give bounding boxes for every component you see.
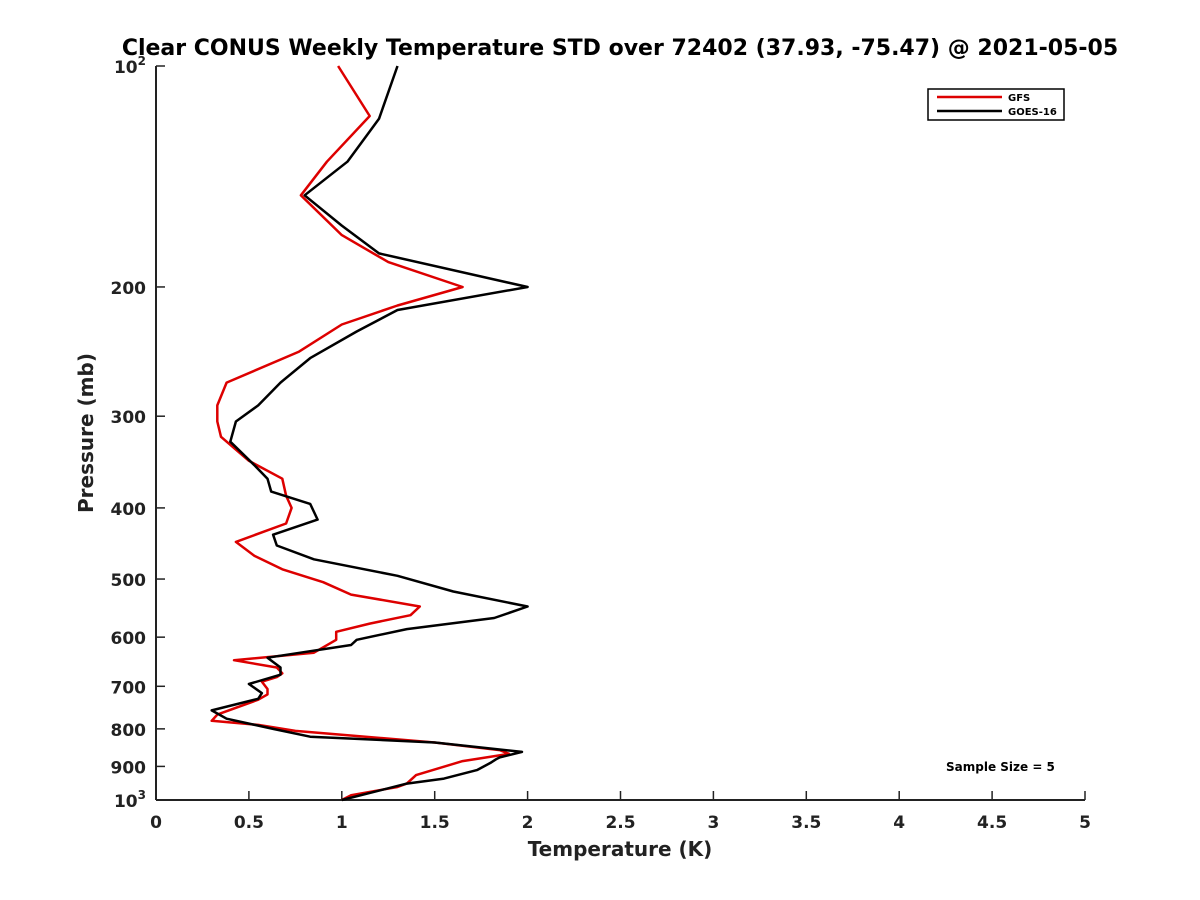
series-line-goes16: [210, 65, 529, 802]
y-tick-label: 200: [111, 279, 147, 299]
y-tick-label: 300: [111, 408, 147, 428]
x-tick-label: 3.5: [791, 813, 821, 833]
plot-area: [155, 66, 1085, 801]
x-tick-label: 4.5: [977, 813, 1007, 833]
y-tick-label: 600: [111, 629, 147, 649]
x-tick-label: 1.5: [420, 813, 450, 833]
y-tick-label: 102: [114, 54, 146, 78]
y-tick-label: 400: [111, 500, 147, 520]
y-tick-label: 500: [111, 571, 147, 591]
x-tick-label: 1: [336, 813, 348, 833]
x-ticks: 0 0.5 1 1.5 2 2.5 3 3.5 4 4.5 5: [150, 791, 1091, 833]
x-tick-label: 5: [1079, 813, 1091, 833]
series-line-gfs: [210, 65, 511, 802]
x-tick-label: 0: [150, 813, 162, 833]
legend-box: [927, 88, 1065, 121]
x-tick-label: 2: [522, 813, 534, 833]
x-tick-label: 0.5: [234, 813, 264, 833]
sample-size-annotation: Sample Size = 5: [946, 760, 1055, 774]
y-tick-label: 900: [111, 758, 147, 778]
y-tick-label: 103: [114, 788, 146, 812]
y-tick-label: 800: [111, 721, 147, 741]
x-tick-label: 3: [707, 813, 719, 833]
legend-label-gfs: GFS: [1008, 93, 1030, 104]
y-axis-label: Pressure (mb): [74, 353, 98, 513]
series-layer: [210, 65, 529, 802]
legend-label-goes16: GOES-16: [1008, 107, 1057, 118]
x-tick-label: 2.5: [605, 813, 635, 833]
y-ticks: 102 200 300 400 500 600 700 800 900 103: [111, 54, 165, 812]
x-tick-label: 4: [893, 813, 905, 833]
legend: GFS GOES-16: [927, 88, 1065, 121]
y-tick-label: 700: [111, 678, 147, 698]
x-axis-label: Temperature (K): [528, 837, 713, 861]
chart-title: Clear CONUS Weekly Temperature STD over …: [122, 36, 1118, 61]
